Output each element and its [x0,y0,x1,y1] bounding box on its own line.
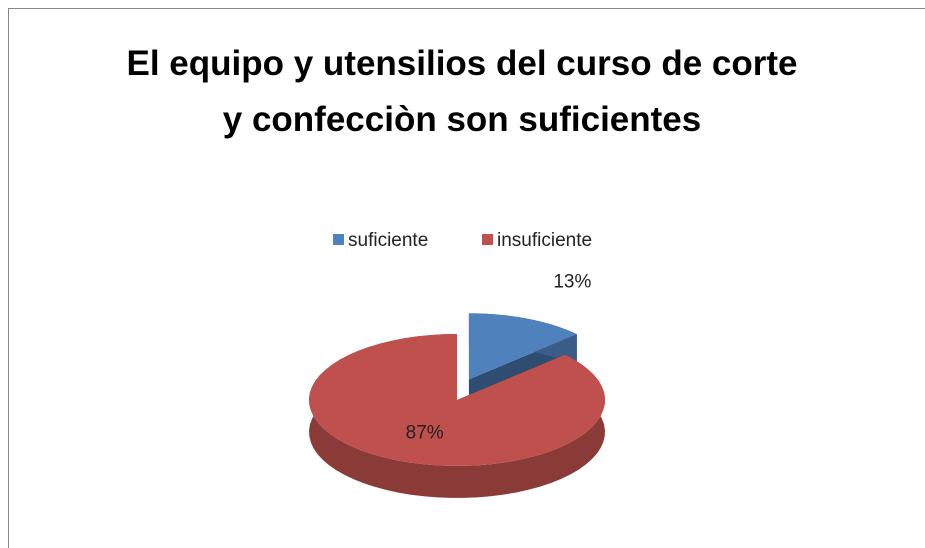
pie-slice [309,334,605,498]
data-label: 13% [553,271,591,292]
legend-swatch [482,234,493,245]
slice-top [468,313,577,380]
legend-swatch [333,234,344,245]
legend-label: suficiente [348,230,428,251]
data-label: 87% [406,422,444,443]
chart-title: El equipo y utensilios del curso de cort… [126,44,798,139]
slice-top [309,334,605,466]
legend-label: insuficiente [497,230,592,251]
chart-border [8,8,925,548]
